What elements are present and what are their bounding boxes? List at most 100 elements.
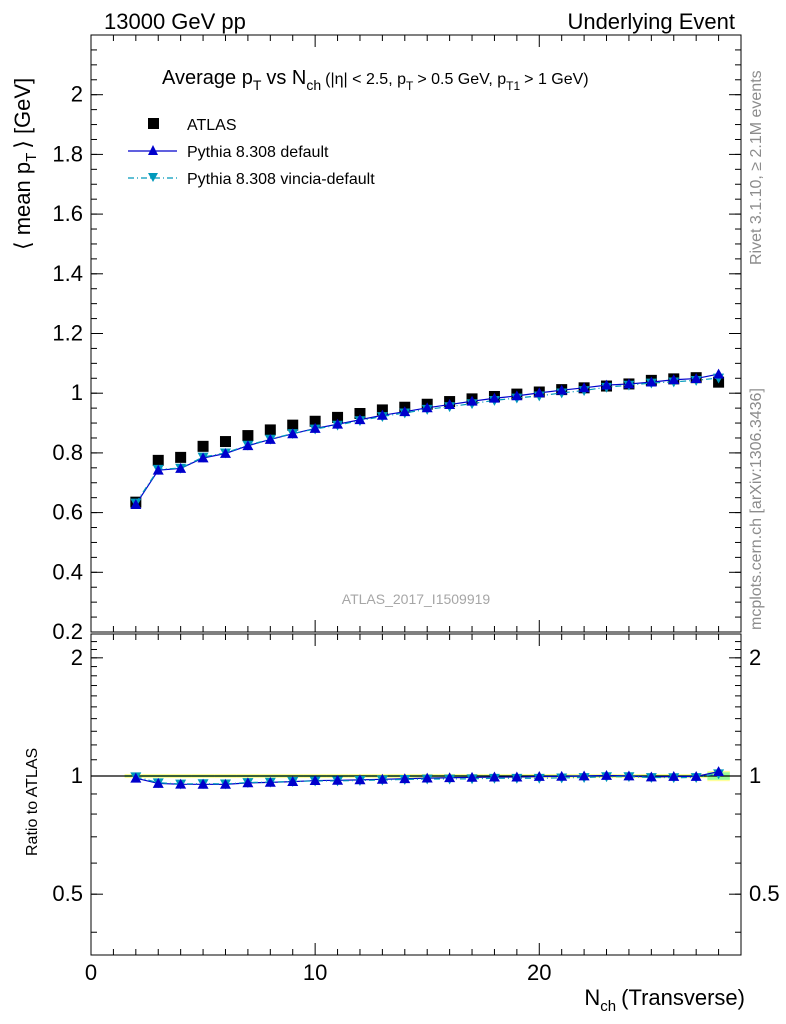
default-point [556,384,568,395]
vincia-ratio-line [135,773,719,785]
default-ratio-point [287,776,299,787]
default-point [601,379,613,390]
default-ratio-point [399,773,411,784]
xlabel-a: N [584,985,600,1010]
atlas-point [264,424,276,436]
legend-atlas-label: ATLAS [187,117,237,134]
atlas-point [354,407,366,419]
default-point [668,374,680,385]
default-point [152,464,164,475]
title-vs: vs N [266,67,306,89]
default-ratio-point [645,771,657,782]
default-point [690,373,702,383]
default-point [444,399,456,409]
xtick-label: 10 [303,960,327,985]
default-point [332,418,344,429]
default-ratio-point [444,772,456,783]
xtick-label: 20 [527,960,551,985]
main-ytick-label: 1 [71,380,83,405]
title-sub-ch: ch [306,77,321,93]
main-ytick-label: 1.8 [52,141,83,166]
ratio-ytick-label-right: 2 [749,645,761,670]
default-ratio-point [601,770,613,780]
ratio-ytick-label-right: 1 [749,763,761,788]
main-ylabel-b: ⟩ [GeV] [10,78,35,149]
default-point [623,378,635,389]
default-point [175,462,187,473]
xlabel-sub: ch [600,998,616,1015]
xlabel-b: (Transverse) [621,985,745,1010]
header-right: Underlying Event [567,9,735,34]
ratio-panel: 0.5 0.51 12 20 10 20 [52,633,780,985]
title-cuts-sub2: T1 [506,79,520,93]
title-cuts-1: (|η| < 2.5, p [325,71,406,88]
atlas-point [332,411,344,423]
default-point [533,387,545,398]
default-ratio-point [242,777,254,788]
plot-title: Average pT vs Nch (|η| < 2.5, pT > 0.5 GeV,… [162,67,589,93]
title-cuts-2: > 0.5 GeV, p [417,71,506,88]
main-ytick-label: 2 [71,82,83,107]
analysis-label: ATLAS_2017_I1509919 [342,591,491,607]
default-point [713,368,725,379]
title-cuts-3: > 1 GeV) [524,71,588,88]
default-ratio-point [219,778,231,789]
default-ratio-point [197,778,209,789]
default-point [578,382,590,393]
default-ratio-point [309,775,321,785]
default-point [242,440,254,451]
atlas-point [219,436,231,448]
legend: ATLAS Pythia 8.308 default Pythia 8.308 … [128,117,375,188]
title-sub-t: T [253,77,262,93]
default-point [376,409,388,420]
default-ratio-point [668,770,680,781]
mcplots-label: mcplots.cern.ch [arXiv:1306.3436] [748,388,765,630]
default-ratio-point [421,772,433,783]
atlas-point [197,440,209,452]
legend-atlas-marker [148,118,159,129]
default-point [399,406,411,417]
default-ratio-point [130,772,142,783]
default-point [219,447,231,458]
main-ytick-label: 0.2 [52,619,83,644]
ratio-ylabel: Ratio to ATLAS [24,748,41,856]
default-ratio-point [466,771,478,782]
main-ytick-label: 1.2 [52,321,83,346]
legend-default-marker [148,145,158,155]
default-point [130,499,142,509]
atlas-point [152,454,164,466]
default-point [488,392,500,403]
main-ytick-label: 1.4 [52,261,83,286]
header-left: 13000 GeV pp [104,9,246,34]
ratio-frame [90,633,742,956]
xlabel: Nch (Transverse) [584,985,745,1015]
ratio-ytick-label: 2 [71,645,83,670]
main-ytick-label: 0.8 [52,440,83,465]
default-ratio-point [533,771,545,781]
default-ratio-point [175,778,187,789]
default-point [197,452,209,463]
default-point [354,414,366,425]
main-ytick-label: 0.4 [52,559,83,584]
legend-default-label: Pythia 8.308 default [187,144,329,161]
default-ratio-point [264,776,276,787]
default-point [287,428,299,439]
main-ytick-label: 0.6 [52,500,83,525]
default-point [421,402,433,413]
default-ratio-point [488,771,500,782]
default-point [264,433,276,444]
main-ylabel: ⟨ mean pT ⟩ [GeV] [10,78,40,250]
xtick-label: 0 [85,960,97,985]
atlas-point [175,451,187,463]
default-point [511,390,523,401]
atlas-point [287,419,299,431]
legend-vincia-marker [148,173,158,182]
main-panel: 0.2 0.4 0.6 0.8 1 1.2 1.4 1.6 1.8 2 [52,34,742,644]
title-cuts-sub1: T [406,79,414,93]
default-ratio-point [376,773,388,784]
default-point [309,422,321,433]
atlas-point [309,415,321,427]
atlas-point [242,430,254,442]
default-ratio-point [556,770,568,781]
